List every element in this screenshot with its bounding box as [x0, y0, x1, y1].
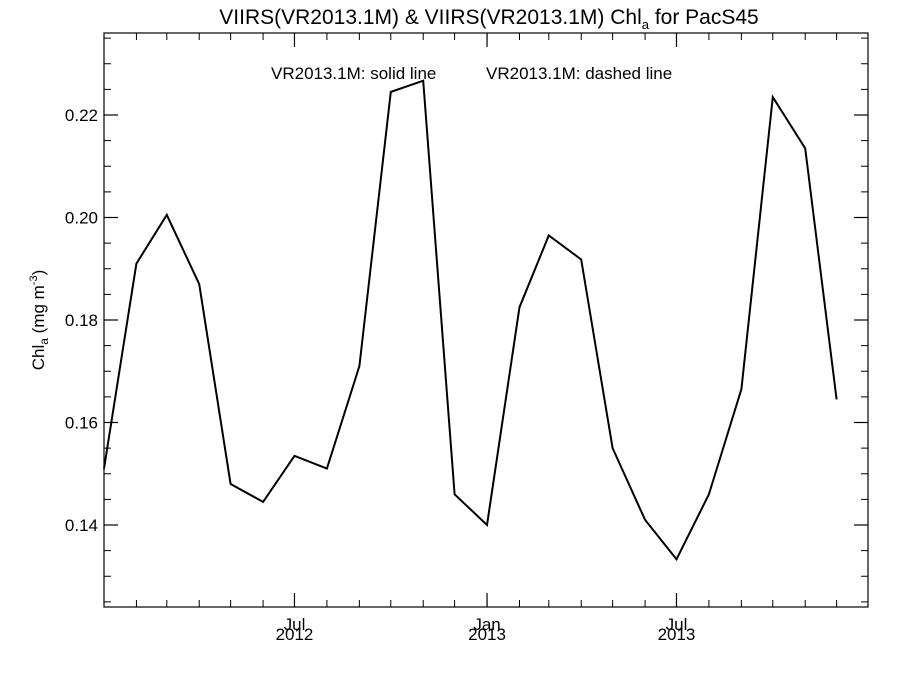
- y-tick-label: 0.22: [65, 106, 98, 125]
- y-axis-label-units-close: ): [29, 270, 48, 276]
- series-line-solid: [103, 79, 838, 562]
- x-tick-label-year: 2013: [658, 625, 696, 644]
- chart-title: VIIRS(VR2013.1M) & VIIRS(VR2013.1M) Chla…: [219, 6, 758, 32]
- legend-dashed: VR2013.1M: dashed line: [486, 64, 672, 83]
- plot-frame: [103, 32, 869, 608]
- y-tick-label: 0.14: [65, 516, 98, 535]
- legend-solid: VR2013.1M: solid line: [271, 64, 436, 83]
- y-tick-label: 0.18: [65, 311, 98, 330]
- y-axis-label-main: Chl: [29, 345, 48, 371]
- x-tick-label-year: 2013: [468, 625, 506, 644]
- y-axis-label-units: (mg m: [29, 285, 48, 338]
- x-tick-label-month: Jul: [666, 615, 688, 634]
- x-tick-label-year: 2012: [276, 625, 314, 644]
- y-axis-label-subscript: a: [37, 338, 51, 345]
- x-tick-label-month: Jul: [284, 615, 306, 634]
- y-axis-label-units-sup: -3: [28, 275, 40, 285]
- chart-title-suffix: for PacS45: [649, 6, 759, 29]
- chart-title-subscript: a: [642, 17, 650, 32]
- y-axis-ticks: 0.14 0.16 0.18 0.20 0.22: [65, 37, 868, 603]
- y-tick-label: 0.20: [65, 209, 98, 228]
- x-tick-label-month: Jan: [473, 615, 500, 634]
- y-axis-label: Chla (mg m-3): [28, 270, 51, 371]
- series-group: [103, 79, 838, 562]
- y-tick-label: 0.16: [65, 414, 98, 433]
- chart-title-main: VIIRS(VR2013.1M) & VIIRS(VR2013.1M) Chl: [219, 6, 641, 29]
